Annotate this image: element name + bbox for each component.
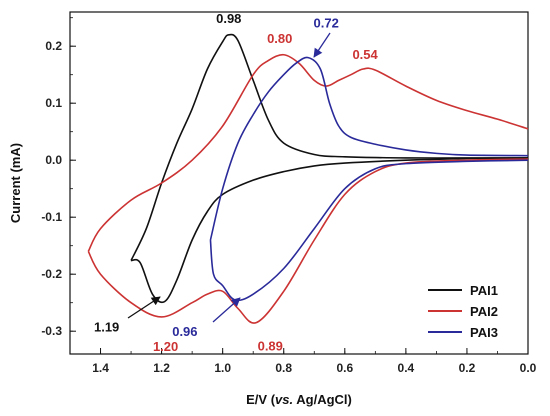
- y-tick-label: 0.2: [45, 39, 62, 53]
- legend-item-pai2: PAI2: [428, 304, 498, 319]
- annotation-label-1-19: 1.19: [94, 320, 119, 335]
- y-tick-label: 0.0: [45, 153, 62, 167]
- annotation-layer: 0.98 0.80 0.72 0.54 1.19 1.200.96 0.89: [94, 11, 379, 354]
- annotation-label-0-89: 0.89: [258, 339, 283, 354]
- series-line-pai2-forward: [87, 53, 529, 252]
- x-tick-label: 0.2: [459, 361, 476, 375]
- x-tick-label: 1.4: [92, 361, 109, 375]
- y-axis-title: Current (mA): [8, 143, 23, 223]
- annotation-arrow-0-96: [212, 297, 241, 323]
- y-tick-label: -0.2: [41, 267, 62, 281]
- annotation-label-0-96: 0.96: [172, 324, 197, 339]
- x-tick-label: 0.0: [520, 361, 537, 375]
- series-line-pai1-reverse: [130, 157, 529, 304]
- legend-label-pai2: PAI2: [470, 304, 498, 319]
- annotation-label-0-72: 0.72: [314, 16, 339, 31]
- x-tick-label: 0.4: [398, 361, 415, 375]
- legend: PAI1 PAI2 PAI3: [428, 283, 498, 340]
- annotation-arrow-0-72: [313, 32, 331, 58]
- y-tick-label: -0.1: [41, 210, 62, 224]
- legend-label-pai1: PAI1: [470, 283, 498, 298]
- x-tick-label: 0.8: [275, 361, 292, 375]
- series-line-pai3-reverse: [209, 159, 529, 302]
- y-axis-ticks: 0.2 0.1 0.0 -0.1 -0.2 -0.3: [41, 17, 76, 338]
- x-axis-title: E/V (vs. Ag/AgCl): [246, 392, 352, 407]
- series-line-pai3-forward: [209, 56, 529, 241]
- series-layer: [87, 33, 529, 324]
- annotation-label-0-80: 0.80: [267, 31, 292, 46]
- annotation-label-0-54: 0.54: [352, 47, 378, 62]
- legend-item-pai3: PAI3: [428, 325, 498, 340]
- legend-item-pai1: PAI1: [428, 283, 498, 298]
- y-tick-label: -0.3: [41, 324, 62, 338]
- plot-frame: [69, 11, 529, 355]
- annotation-label-1-20: 1.20: [153, 339, 178, 354]
- x-tick-label: 0.6: [336, 361, 353, 375]
- annotation-label-0-98: 0.98: [216, 11, 241, 26]
- x-axis-ticks: 1.4 1.2 1.0 0.8 0.6 0.4 0.2 0.0: [69, 348, 537, 375]
- x-tick-label: 1.0: [214, 361, 231, 375]
- annotation-arrow-1-19: [127, 296, 161, 319]
- legend-label-pai3: PAI3: [470, 325, 498, 340]
- series-line-pai2-reverse: [87, 158, 529, 324]
- y-tick-label: 0.1: [45, 96, 62, 110]
- series-line-pai1-forward: [130, 33, 528, 261]
- x-tick-label: 1.2: [153, 361, 170, 375]
